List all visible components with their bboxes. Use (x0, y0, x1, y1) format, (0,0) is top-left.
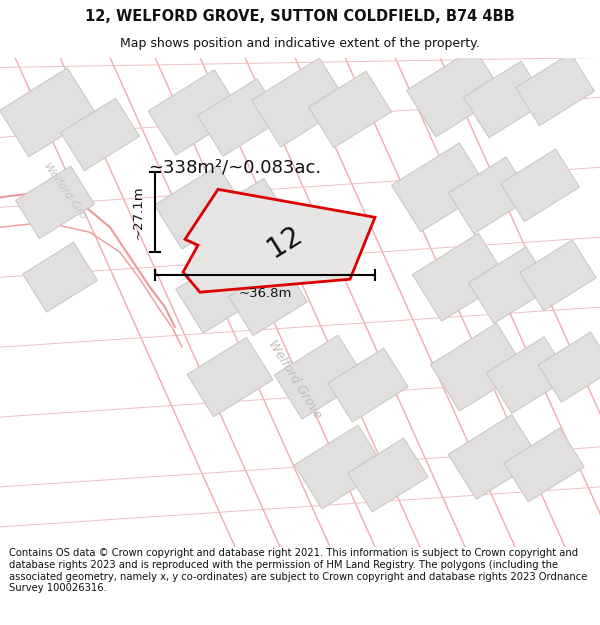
Polygon shape (197, 79, 283, 156)
Text: ~36.8m: ~36.8m (238, 288, 292, 300)
Polygon shape (154, 166, 245, 249)
Polygon shape (208, 178, 288, 252)
Polygon shape (274, 335, 365, 419)
Polygon shape (328, 348, 408, 422)
Polygon shape (412, 233, 508, 321)
Polygon shape (176, 251, 265, 333)
Polygon shape (430, 323, 526, 411)
Polygon shape (487, 337, 569, 413)
Text: Contains OS data © Crown copyright and database right 2021. This information is : Contains OS data © Crown copyright and d… (9, 549, 587, 593)
Polygon shape (500, 149, 580, 222)
Polygon shape (448, 157, 532, 234)
Polygon shape (16, 166, 94, 239)
Text: ~27.1m: ~27.1m (132, 186, 145, 239)
Text: Map shows position and indicative extent of the property.: Map shows position and indicative extent… (120, 37, 480, 49)
Polygon shape (251, 58, 349, 147)
Polygon shape (308, 71, 392, 148)
Polygon shape (504, 428, 584, 502)
Polygon shape (407, 48, 503, 137)
Text: Welford Grove: Welford Grove (266, 338, 325, 421)
Polygon shape (469, 247, 551, 324)
Polygon shape (520, 240, 596, 311)
Polygon shape (229, 262, 307, 336)
Polygon shape (448, 415, 540, 499)
Polygon shape (392, 143, 488, 232)
Polygon shape (515, 53, 595, 126)
Polygon shape (183, 189, 375, 292)
Polygon shape (61, 98, 139, 171)
Text: ~338m²/~0.083ac.: ~338m²/~0.083ac. (148, 158, 321, 176)
Polygon shape (463, 61, 547, 138)
Polygon shape (348, 438, 428, 512)
Text: Welford-Gro: Welford-Gro (41, 162, 88, 222)
Text: 12, WELFORD GROVE, SUTTON COLDFIELD, B74 4BB: 12, WELFORD GROVE, SUTTON COLDFIELD, B74… (85, 9, 515, 24)
Polygon shape (538, 332, 600, 402)
Polygon shape (295, 425, 386, 509)
Polygon shape (0, 68, 97, 157)
Text: 12: 12 (263, 221, 307, 264)
Polygon shape (187, 338, 273, 417)
Polygon shape (148, 70, 242, 155)
Polygon shape (23, 242, 97, 312)
